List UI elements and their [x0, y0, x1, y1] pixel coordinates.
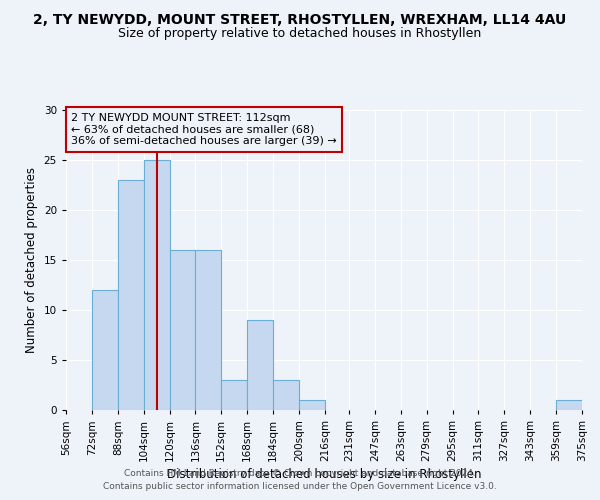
Bar	[92, 290, 118, 410]
Text: 2 TY NEWYDD MOUNT STREET: 112sqm
← 63% of detached houses are smaller (68)
36% o: 2 TY NEWYDD MOUNT STREET: 112sqm ← 63% o…	[71, 113, 337, 146]
Bar	[221, 380, 247, 410]
Bar	[143, 160, 170, 410]
Text: Contains HM Land Registry data © Crown copyright and database right 2024.: Contains HM Land Registry data © Crown c…	[124, 468, 476, 477]
X-axis label: Distribution of detached houses by size in Rhostyllen: Distribution of detached houses by size …	[167, 468, 481, 481]
Bar	[273, 380, 299, 410]
Bar	[170, 250, 196, 410]
Bar	[556, 400, 582, 410]
Bar	[247, 320, 273, 410]
Text: Size of property relative to detached houses in Rhostyllen: Size of property relative to detached ho…	[118, 28, 482, 40]
Bar	[299, 400, 325, 410]
Bar	[118, 180, 143, 410]
Y-axis label: Number of detached properties: Number of detached properties	[25, 167, 38, 353]
Text: Contains public sector information licensed under the Open Government Licence v3: Contains public sector information licen…	[103, 482, 497, 491]
Bar	[196, 250, 221, 410]
Text: 2, TY NEWYDD, MOUNT STREET, RHOSTYLLEN, WREXHAM, LL14 4AU: 2, TY NEWYDD, MOUNT STREET, RHOSTYLLEN, …	[34, 12, 566, 26]
